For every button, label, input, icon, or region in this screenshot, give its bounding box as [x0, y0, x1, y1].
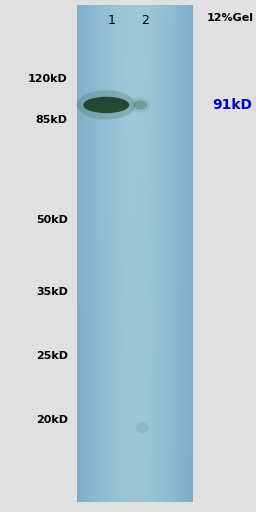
Text: 91kD: 91kD: [212, 98, 252, 112]
Text: 20kD: 20kD: [36, 415, 68, 425]
Ellipse shape: [77, 90, 136, 119]
Ellipse shape: [130, 97, 151, 113]
Text: 120kD: 120kD: [28, 74, 68, 84]
Text: 12%Gel: 12%Gel: [206, 13, 253, 23]
Text: 25kD: 25kD: [36, 351, 68, 361]
Ellipse shape: [133, 100, 147, 110]
Text: 35kD: 35kD: [36, 287, 68, 297]
Text: 50kD: 50kD: [36, 215, 68, 225]
Ellipse shape: [83, 97, 129, 113]
Text: 85kD: 85kD: [36, 115, 68, 125]
Text: 1: 1: [108, 14, 115, 27]
Text: 2: 2: [141, 14, 148, 27]
Ellipse shape: [136, 422, 148, 433]
